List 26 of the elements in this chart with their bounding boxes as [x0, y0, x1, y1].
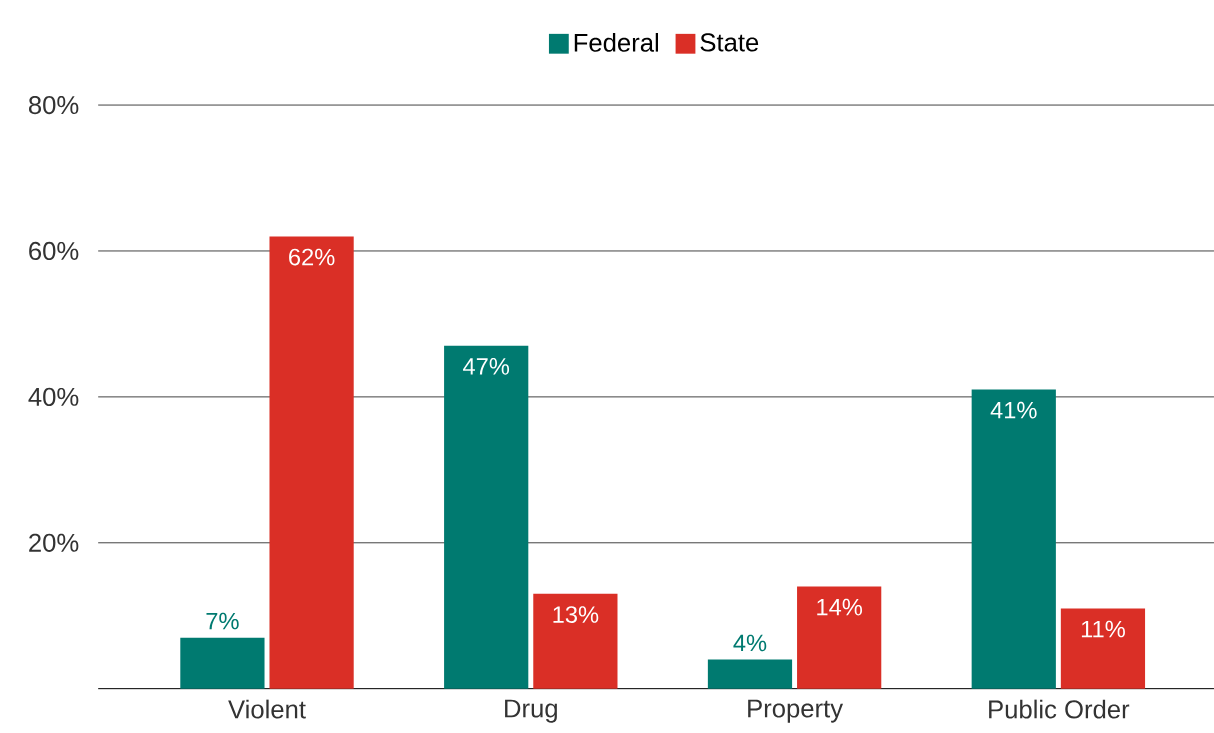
data-label: 62%	[289, 248, 335, 266]
x-tick-label: Drug	[505, 699, 557, 723]
data-label: 47%	[463, 357, 510, 375]
data-label: 41%	[990, 401, 1037, 419]
data-label: 11%	[1081, 620, 1125, 638]
y-tick-label: 80%	[28, 95, 79, 114]
x-tick-label: Violent	[228, 699, 306, 719]
bar	[971, 389, 1056, 689]
x-tick-label: Property	[748, 699, 844, 723]
bar	[180, 637, 265, 689]
bar	[269, 236, 354, 689]
legend-label: Federal	[574, 32, 659, 52]
data-label: 13%	[553, 606, 599, 623]
data-label: 4%	[733, 634, 767, 652]
x-tick-label: Public Order	[989, 699, 1130, 719]
bar	[444, 345, 529, 689]
y-tick-label: 20%	[29, 533, 79, 552]
bar	[797, 586, 882, 689]
data-label: 7%	[206, 612, 239, 630]
data-label: 14%	[817, 598, 863, 616]
bar	[707, 659, 793, 689]
legend-label: State	[700, 33, 759, 52]
y-tick-label: 40%	[28, 387, 79, 406]
bar	[533, 593, 618, 689]
y-tick-label: 60%	[29, 241, 79, 260]
bar	[1060, 608, 1146, 689]
